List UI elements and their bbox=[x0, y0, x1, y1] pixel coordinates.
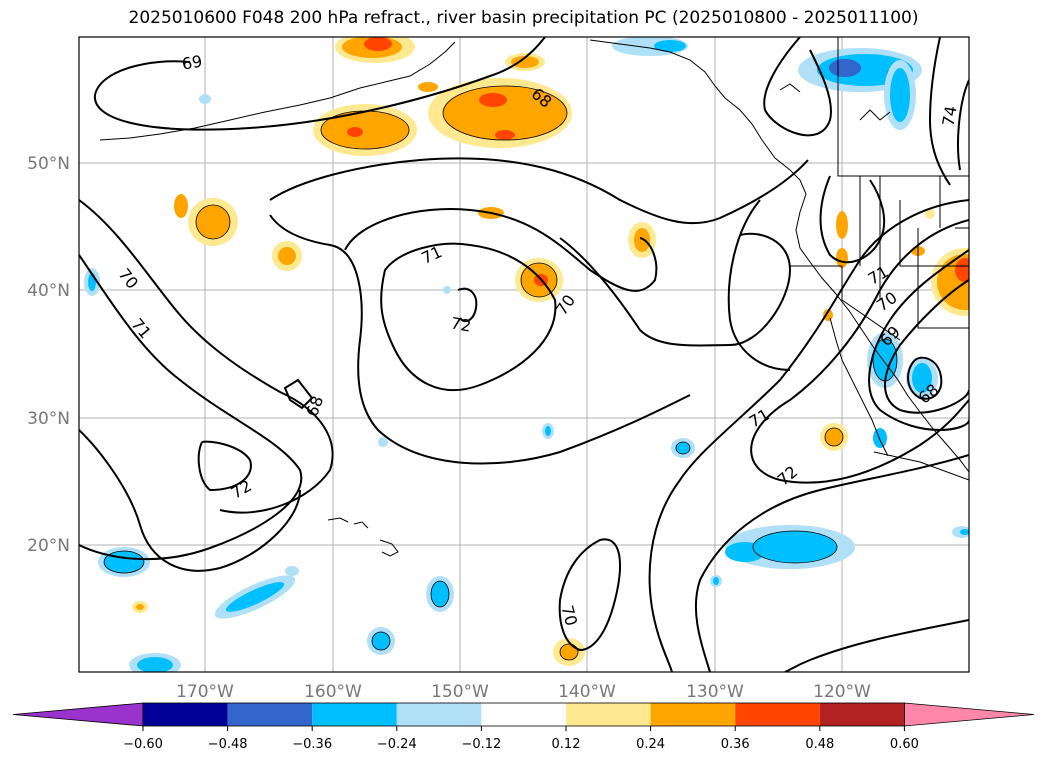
colorbar: −0.60 −0.48 −0.36 −0.24 −0.12 0.12 0.24 0.36 0.4… bbox=[12, 702, 1035, 752]
map-title: 2025010600 F048 200 hPa refract., river … bbox=[128, 8, 919, 28]
lon-label: 130°W bbox=[686, 682, 744, 702]
contour-label: 70 bbox=[558, 603, 582, 628]
lat-label: 50°N bbox=[27, 154, 70, 174]
lat-label: 40°N bbox=[27, 281, 70, 301]
colorbar-segment bbox=[312, 703, 397, 726]
colorbar-outline bbox=[142, 702, 905, 727]
colorbar-tick-label: −0.36 bbox=[292, 737, 332, 752]
precip-outlines bbox=[103, 85, 898, 661]
map-plot-area: 69 68 74 70 71 71 72 70 68 72 71 70 69 6… bbox=[79, 37, 969, 672]
colorbar-tick-label: −0.60 bbox=[123, 737, 163, 752]
colorbar-segment bbox=[566, 703, 651, 726]
colorbar-tick-label: 0.12 bbox=[552, 737, 581, 752]
lat-label: 30°N bbox=[27, 409, 70, 429]
contour-label: 74 bbox=[938, 104, 960, 127]
lon-label: 150°W bbox=[431, 682, 489, 702]
latitude-labels: 50°N 40°N 30°N 20°N bbox=[27, 154, 70, 556]
colorbar-tick-label: 0.60 bbox=[890, 737, 919, 752]
refractivity-contours bbox=[79, 37, 969, 672]
lon-label: 140°W bbox=[558, 682, 616, 702]
longitude-labels: 170°W 160°W 150°W 140°W 130°W 120°W bbox=[176, 682, 871, 702]
lat-label: 20°N bbox=[27, 536, 70, 556]
colorbar-tick-label: −0.24 bbox=[377, 737, 417, 752]
contour-label: 69 bbox=[180, 51, 203, 73]
colorbar-segment bbox=[143, 703, 228, 726]
colorbar-segment bbox=[396, 703, 482, 726]
colorbar-extend-low bbox=[12, 702, 144, 727]
colorbar-segment bbox=[481, 703, 566, 726]
colorbar-segment bbox=[735, 703, 820, 726]
colorbar-tick-label: −0.12 bbox=[461, 737, 501, 752]
colorbar-extend-high bbox=[904, 702, 1035, 727]
lon-label: 120°W bbox=[813, 682, 871, 702]
map-frame bbox=[78, 36, 970, 673]
colorbar-tick-label: 0.36 bbox=[721, 737, 750, 752]
colorbar-segment bbox=[227, 703, 313, 726]
contour-label: 72 bbox=[449, 313, 472, 335]
colorbar-tick-label: 0.24 bbox=[636, 737, 665, 752]
colorbar-tick-label: 0.48 bbox=[805, 737, 834, 752]
colorbar-segment bbox=[650, 703, 736, 726]
lon-label: 160°W bbox=[304, 682, 362, 702]
colorbar-segment bbox=[819, 703, 905, 726]
colorbar-tick-label: −0.48 bbox=[208, 737, 248, 752]
lon-label: 170°W bbox=[176, 682, 234, 702]
